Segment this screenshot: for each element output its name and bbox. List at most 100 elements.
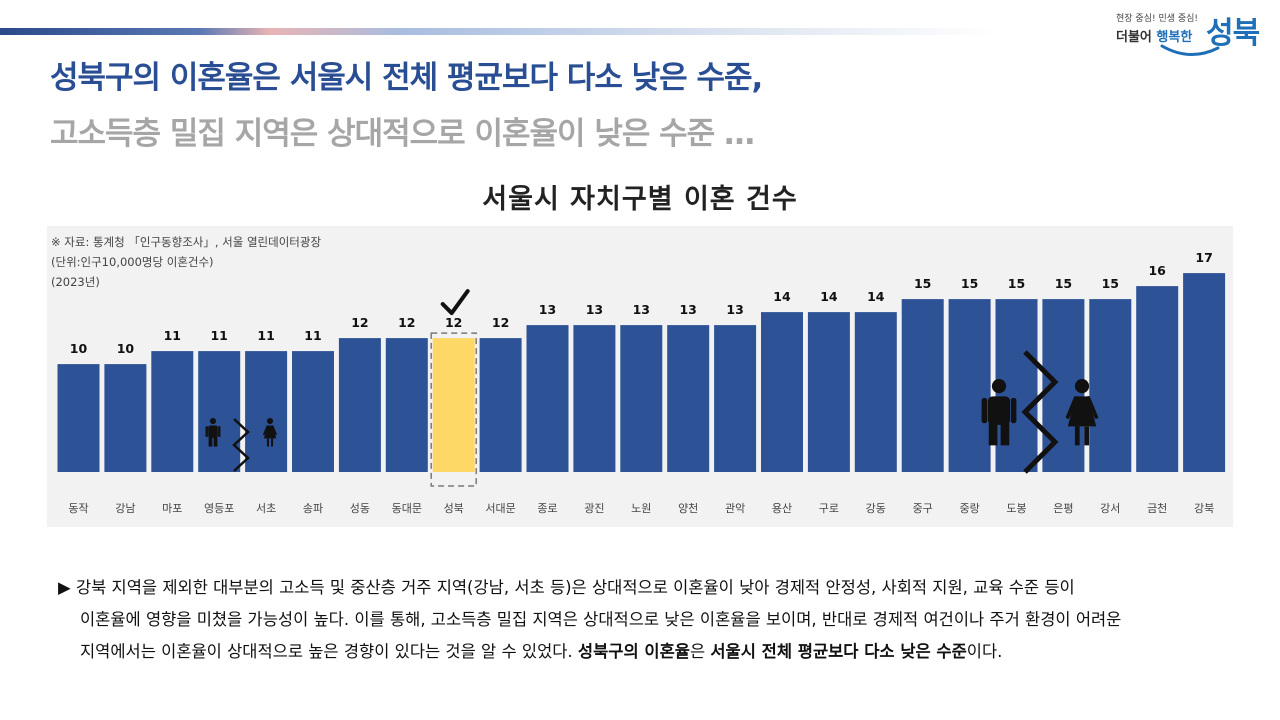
bar: [151, 351, 194, 472]
logo-tagline-accent: 행복한: [1156, 30, 1193, 45]
logo-wordmark: 성북: [1206, 16, 1260, 51]
data-label: 13: [679, 302, 696, 317]
description-emphasis-district: 성북구의 이혼율: [577, 642, 690, 661]
data-label: 14: [773, 289, 791, 304]
bar: [1183, 273, 1226, 472]
person-head: [1074, 379, 1090, 394]
tick-label: 강동: [866, 502, 886, 515]
data-label: 17: [1195, 250, 1212, 265]
bar: [807, 312, 850, 472]
tick-label: 중구: [913, 502, 933, 515]
data-label: 13: [726, 302, 743, 317]
data-label: 15: [961, 276, 978, 291]
tick-label: 광진: [584, 502, 604, 515]
data-label: 16: [1148, 263, 1166, 278]
tick-label: 도봉: [1006, 502, 1026, 515]
bar: [761, 312, 803, 472]
logo-slogan: 현장 중심! 민생 중심!: [1116, 14, 1199, 24]
data-label: 11: [257, 328, 274, 343]
data-label: 12: [351, 315, 368, 330]
data-label: 15: [1008, 276, 1025, 291]
header-gradient-bar: [0, 28, 1000, 35]
data-label: 10: [117, 341, 135, 356]
data-label: 15: [1102, 276, 1119, 291]
bar: [1089, 299, 1132, 472]
tick-label: 종로: [537, 502, 557, 515]
tick-label: 양천: [678, 501, 698, 515]
bar: [198, 351, 241, 472]
data-label: 11: [210, 328, 227, 343]
person-head: [266, 418, 274, 425]
description-paragraph: ▶ 강북 지역을 제외한 대부분의 고소득 및 중산층 거주 지역(강남, 서초…: [58, 572, 1238, 668]
tick-label: 동작: [68, 502, 88, 515]
data-label: 13: [633, 302, 650, 317]
description-emphasis-conclusion: 서울시 전체 평균보다 다소 낮은 수준: [710, 642, 967, 661]
data-label: 15: [914, 276, 931, 291]
bar: [667, 325, 710, 472]
tick-label: 은평: [1053, 502, 1073, 515]
bar: [385, 338, 428, 472]
tick-label: 마포: [162, 502, 182, 515]
description-text-3-end: 이다.: [966, 642, 1003, 661]
bullet-icon: ▶: [58, 578, 71, 597]
description-text-1: 강북 지역을 제외한 대부분의 고소득 및 중산층 거주 지역(강남, 서초 등…: [75, 578, 1075, 597]
bar: [854, 312, 897, 472]
logo-tagline: 더불어 행복한: [1116, 26, 1192, 45]
tick-label: 서초: [256, 502, 276, 515]
tick-label: 성북: [444, 502, 464, 515]
district-logo: 현장 중심! 민생 중심! 더불어 행복한 성북: [1112, 8, 1270, 60]
description-line-2: 이혼율에 영향을 미쳤을 가능성이 높다. 이를 통해, 고소득층 밀집 지역은…: [80, 610, 1122, 629]
data-label: 14: [867, 289, 885, 304]
divorce-couple-large-icon: [981, 350, 1099, 474]
tick-label: 성동: [350, 502, 370, 515]
tick-label: 구로: [819, 502, 839, 515]
bar: [948, 299, 991, 472]
bar-chart: 10 동작 10 강남 11 마포 11 영등포 11 서초 11 송파 12 성동 12 동대문 12 성북 12…: [57, 250, 1226, 515]
bar: [714, 325, 757, 472]
bar: [338, 338, 381, 472]
chart-unit-note: (단위:인구10,000명당 이혼건수): [51, 255, 214, 269]
tick-label: 용산: [772, 502, 792, 515]
bar: [432, 338, 475, 472]
description-text-3: 지역에서는 이혼율이 상대적으로 높은 경향이 있다는 것을 알 수 있었다.: [80, 642, 578, 661]
data-label: 12: [492, 315, 509, 330]
bar: [479, 338, 522, 472]
data-label: 12: [398, 315, 415, 330]
bar: [104, 364, 147, 472]
data-label: 13: [586, 302, 603, 317]
checkmark-icon: [440, 289, 470, 316]
data-label: 11: [304, 328, 321, 343]
data-label: 12: [445, 315, 462, 330]
person-head: [209, 418, 217, 425]
tick-label: 영등포: [204, 502, 234, 515]
tick-label: 강서: [1100, 502, 1120, 515]
tick-label: 동대문: [392, 502, 422, 515]
description-text-3-mid: 은: [689, 642, 711, 661]
data-label: 10: [70, 341, 88, 356]
tick-label: 강남: [115, 502, 135, 515]
description-line-3: 지역에서는 이혼율이 상대적으로 높은 경향이 있다는 것을 알 수 있었다. …: [58, 636, 1238, 668]
highlight-frame: [430, 332, 477, 487]
break-zigzag: [232, 418, 250, 472]
logo-tagline-prefix: 더불어: [1116, 30, 1152, 45]
tick-label: 중랑: [959, 502, 979, 515]
data-label: 14: [820, 289, 838, 304]
break-zigzag: [1021, 350, 1059, 474]
tick-label: 송파: [303, 502, 323, 515]
data-label: 11: [164, 328, 181, 343]
headline-primary: 성북구의 이혼율은 서울시 전체 평균보다 다소 낮은 수준,: [50, 60, 763, 96]
chart-source-note: ※ 자료: 통계청 「인구동향조사」, 서울 열린데이터광장: [51, 235, 322, 249]
bar: [292, 351, 334, 472]
person-head: [991, 379, 1007, 394]
chart-title: 서울시 자치구별 이혼 건수: [482, 184, 798, 215]
tick-label: 관악: [725, 502, 745, 515]
chart-panel: 10 동작 10 강남 11 마포 11 영등포 11 서초 11 송파 12 성동 12 동대문 12 성북 12…: [47, 226, 1233, 527]
description-line-1: ▶ 강북 지역을 제외한 대부분의 고소득 및 중산층 거주 지역(강남, 서초…: [58, 572, 1238, 604]
bar: [620, 325, 663, 472]
logo-smile-arc-icon: [1160, 44, 1220, 56]
chart-year-note: (2023년): [51, 275, 100, 289]
headline-secondary: 고소득층 밀집 지역은 상대적으로 이혼율이 낮은 수준 …: [50, 116, 755, 152]
bar: [245, 351, 288, 472]
tick-label: 금천: [1147, 501, 1167, 515]
data-label: 15: [1055, 276, 1072, 291]
